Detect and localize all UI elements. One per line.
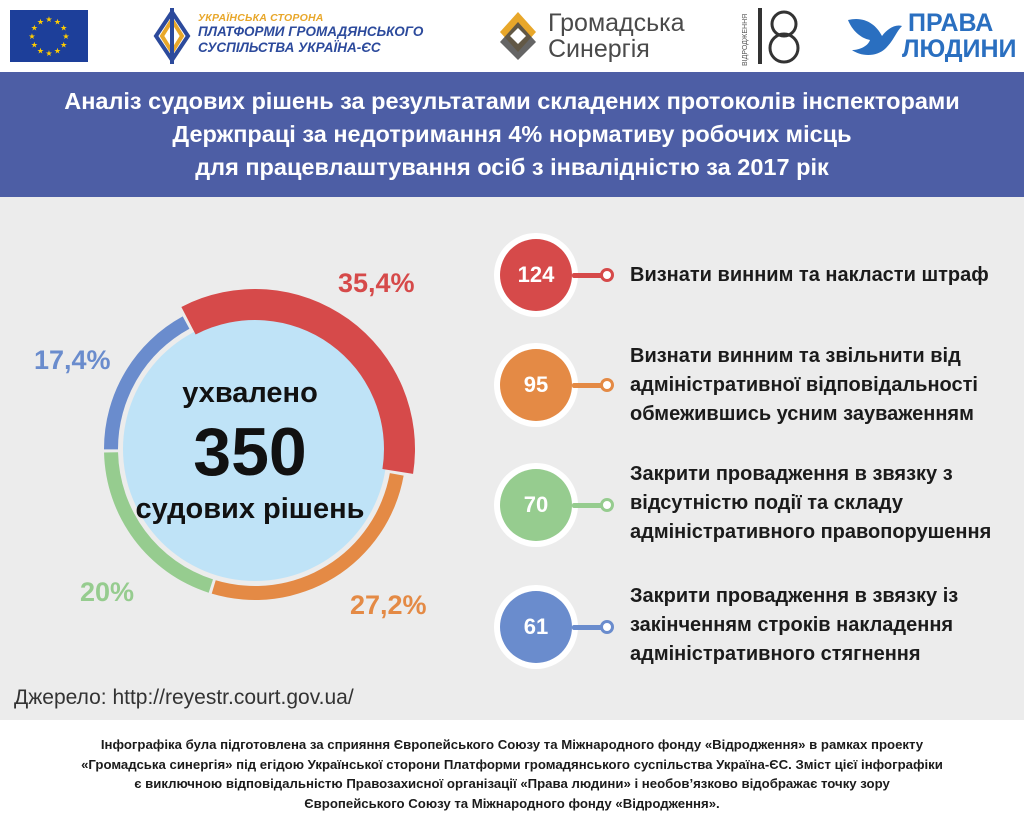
source-note: Джерело: http://reyestr.court.gov.ua/ (14, 686, 354, 709)
title-line-3: для працевлаштування осіб з інвалідністю… (195, 154, 829, 180)
category-label: Закрити провадження в звязку із закінчен… (630, 582, 958, 669)
human-rights-logo: ПРАВА ЛЮДИНИ (846, 6, 1017, 66)
synergy-logo-line2: Синергія (548, 35, 650, 63)
donut-slice (104, 452, 213, 593)
percent-label-released: 27,2% (350, 590, 427, 620)
category-count-circle: 70 (494, 463, 578, 547)
rights-logo-line2: ЛЮДИНИ (902, 35, 1017, 63)
category-count-circle: 124 (494, 233, 578, 317)
eu-flag-logo: ★ ★ ★ ★ ★ ★ ★ ★ ★ ★ ★ ★ (10, 10, 88, 62)
eu-star-icon: ★ (31, 24, 38, 33)
platform-logo: УКРАЇНСЬКА СТОРОНА ПЛАТФОРМИ ГРОМАДЯНСЬК… (152, 8, 472, 64)
category-label: Визнати винним та накласти штраф (630, 261, 989, 290)
connector-dot (600, 268, 614, 282)
title-line-2: Держпраці за недотримання 4% нормативу р… (172, 121, 852, 147)
percent-label-fine: 35,4% (338, 268, 415, 298)
category-count-circle: 95 (494, 343, 578, 427)
rights-logo-line1: ПРАВА (908, 9, 994, 37)
connector-dot (600, 498, 614, 512)
eu-star-icon: ★ (28, 32, 35, 41)
platform-logo-line1: УКРАЇНСЬКА СТОРОНА (198, 12, 324, 24)
donut-chart (104, 289, 415, 600)
category-label-line: адміністративного стягнення (630, 643, 921, 665)
category-label-line: адміністративного правопорушення (630, 521, 992, 543)
chart-panel: 35,4% 27,2% 20% 17,4% ухвалено 350 судов… (0, 197, 1024, 720)
footer-line-4: Європейського Союзу та Міжнародного фонд… (304, 795, 720, 811)
eu-stars-icon: ★★★★★★★★★ ★ ★★ (28, 15, 69, 58)
eu-star-icon: ★ (54, 47, 61, 56)
donut-center-disk (123, 317, 387, 581)
footer-line-1: Інфографіка була підготовлена за сприянн… (100, 737, 924, 752)
eu-star-icon: ★ (45, 15, 52, 24)
dove-icon (848, 18, 902, 55)
logo-strip: ★ ★ ★ ★ ★ ★ ★ ★ ★ ★ ★ ★ УКРАЇНСЬКА СТОРОНА ПЛАТФОРМ… (0, 0, 1024, 72)
vidrodzhennia-logo-text: ВІДРОДЖЕННЯ (742, 13, 749, 66)
category-count: 61 (500, 591, 572, 663)
connector-line (572, 383, 604, 388)
category-label-line: обмежившись усним зауваженням (630, 403, 974, 425)
eu-star-icon: ★ (37, 47, 44, 56)
footer-line-3: є виключною відповідальністю Правозахисн… (134, 776, 890, 791)
title-line-1: Аналіз судових рішень за результатами ск… (64, 88, 960, 114)
footer-line-2: «Громадська синергія» під егідою Українс… (81, 756, 943, 772)
connector-line (572, 273, 604, 278)
eu-star-icon: ★ (62, 32, 69, 41)
eu-star-icon: ★ (45, 49, 52, 58)
connector-line (572, 625, 604, 630)
category-label-line: Визнати винним та накласти штраф (630, 264, 989, 286)
synergy-logo: Громадська Синергія (498, 8, 708, 64)
center-total-number: 350 (193, 414, 307, 490)
category-label-line: Визнати винним та звільнити від (630, 345, 961, 367)
center-caption-top: ухвалено (182, 377, 318, 409)
category-label-line: Закрити провадження в звязку з (630, 463, 953, 485)
footer-disclaimer: Інфографіка була підготовлена за сприянн… (0, 720, 1024, 828)
category-label-line: адміністративної відповідальності (630, 374, 978, 396)
category-label: Визнати винним та звільнити від адмініст… (630, 342, 978, 429)
center-caption-bottom: судових рішень (135, 493, 365, 525)
percent-label-expired: 17,4% (34, 345, 111, 375)
eu-star-icon: ★ (31, 41, 38, 50)
category-label-line: відсутністю події та складу (630, 492, 903, 514)
category-count-circle: 61 (494, 585, 578, 669)
donut-slice (181, 289, 415, 474)
eu-star-icon: ★ (60, 41, 67, 50)
category-label-line: закінченням строків накладення (630, 614, 954, 636)
synergy-logo-line1: Громадська (548, 9, 685, 37)
eu-star-icon: ★ (54, 17, 61, 26)
donut-slice (104, 316, 190, 450)
vidrodzhennia-logo: ВІДРОДЖЕННЯ (742, 6, 802, 66)
vidrodzhennia-mark-icon (758, 8, 800, 64)
percent-label-no-offense: 20% (80, 577, 135, 607)
category-count: 95 (500, 349, 572, 421)
connector-line (572, 503, 604, 508)
title-banner: Аналіз судових рішень за результатами ск… (0, 72, 1024, 197)
eu-star-icon: ★ (60, 24, 67, 33)
category-count: 124 (500, 239, 572, 311)
platform-logo-line3: СУСПІЛЬСТВА УКРАЇНА-ЄС (198, 40, 381, 55)
platform-logo-line2: ПЛАТФОРМИ ГРОМАДЯНСЬКОГО (198, 24, 424, 39)
donut-slice (211, 473, 404, 600)
synergy-mark-icon (500, 12, 536, 60)
connector-dot (600, 378, 614, 392)
category-label-line: Закрити провадження в звязку із (630, 585, 959, 607)
eu-star-icon: ★ (37, 17, 44, 26)
platform-diamond-icon (153, 8, 191, 64)
connector-dot (600, 620, 614, 634)
category-label: Закрити провадження в звязку з відсутніс… (630, 460, 991, 547)
category-count: 70 (500, 469, 572, 541)
